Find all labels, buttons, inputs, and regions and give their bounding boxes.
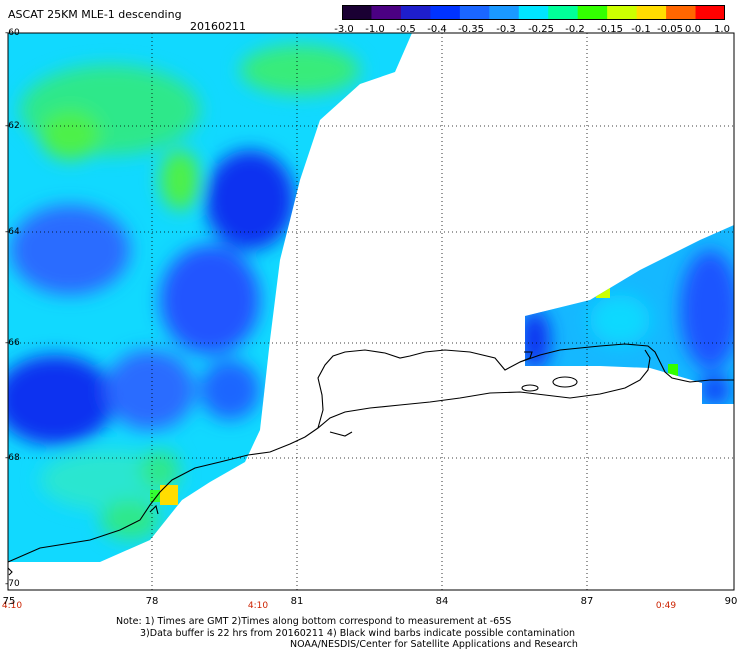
lat-label: -60 (5, 28, 20, 38)
map-grid (8, 33, 734, 590)
colorbar-label: -0.5 (396, 24, 416, 35)
map-title: ASCAT 25KM MLE-1 descending (8, 8, 182, 21)
colorbar-cell (371, 5, 402, 20)
colorbar-labels: -3.0 -1.0 -0.5 -0.4 -0.35 -0.3 -0.25 -0.… (330, 24, 735, 36)
colorbar-cell (459, 5, 490, 20)
colorbar-cell (400, 5, 431, 20)
colorbar-label: -0.15 (597, 24, 623, 35)
time-label-1: 4:10 (2, 601, 22, 611)
colorbar-label: -1.0 (365, 24, 385, 35)
note-line-2: 3)Data buffer is 22 hrs from 20160211 4)… (140, 628, 576, 639)
lat-label: -66 (5, 338, 20, 348)
colorbar-cell (489, 5, 520, 20)
lon-label: 84 (435, 596, 449, 607)
colorbar (342, 5, 725, 20)
lon-label: 81 (290, 596, 304, 607)
colorbar-label: -0.35 (458, 24, 484, 35)
colorbar-label: 0.0 (685, 24, 701, 35)
lat-label: -64 (5, 227, 20, 237)
colorbar-label: -0.1 (631, 24, 651, 35)
colorbar-cell (518, 5, 549, 20)
time-label-2: 4:10 (248, 601, 268, 611)
lat-label: -68 (5, 453, 20, 463)
coastline (7, 343, 734, 576)
colorbar-label: -0.4 (427, 24, 447, 35)
time-label-3: 0:49 (656, 601, 676, 611)
colorbar-cell (577, 5, 608, 20)
colorbar-label: 1.0 (714, 24, 730, 35)
lon-label: 90 (724, 596, 738, 607)
note-line-3: NOAA/NESDIS/Center for Satellite Applica… (290, 639, 578, 650)
colorbar-label: -0.25 (528, 24, 554, 35)
map-frame (7, 32, 735, 591)
lon-label: 87 (580, 596, 594, 607)
lon-label: 78 (145, 596, 159, 607)
colorbar-cell (695, 5, 725, 20)
colorbar-cell (548, 5, 579, 20)
colorbar-label: -0.05 (657, 24, 683, 35)
colorbar-cell (430, 5, 461, 20)
map-date: 20160211 (190, 20, 246, 33)
lat-label: -70 (5, 579, 20, 589)
colorbar-cell (607, 5, 638, 20)
lon-label: 75 (2, 596, 16, 607)
note-line-1: Note: 1) Times are GMT 2)Times along bot… (116, 616, 512, 627)
colorbar-label: -3.0 (334, 24, 354, 35)
colorbar-label: -0.3 (496, 24, 516, 35)
lat-label: -62 (5, 121, 20, 131)
colorbar-cell (666, 5, 697, 20)
colorbar-label: -0.2 (565, 24, 585, 35)
colorbar-cell (636, 5, 667, 20)
west-data-swath (8, 33, 412, 562)
colorbar-cell (342, 5, 372, 20)
